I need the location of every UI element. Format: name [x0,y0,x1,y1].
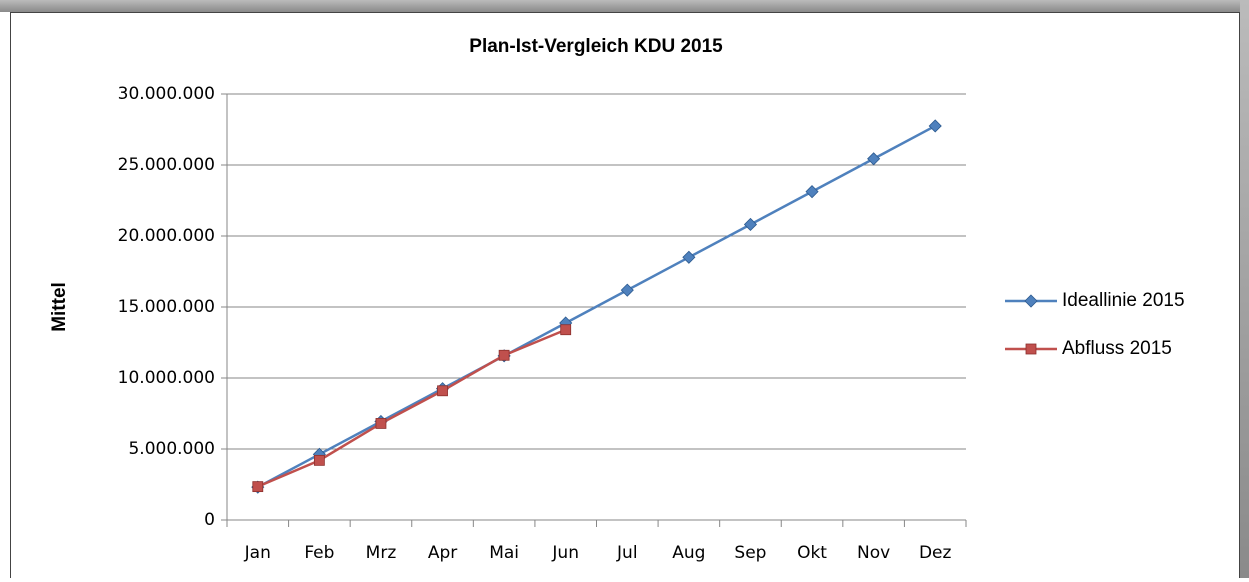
x-tick-label: Apr [428,543,457,563]
chart-title: Plan-Ist-Vergleich KDU 2015 [469,36,723,57]
y-axis-label: Mittel [49,282,70,332]
marker [1025,343,1037,355]
marker [1024,294,1038,308]
marker [620,283,634,297]
chart-frame [10,12,1240,582]
marker [437,385,448,397]
frame-band [0,0,1249,12]
x-tick-label: Aug [672,543,705,563]
marker [375,418,387,429]
x-tick-label: Jun [551,543,579,563]
x-tick-label: Sep [734,543,766,563]
x-tick-label: Dez [919,543,952,563]
y-tick-label: 15.000.000 [118,297,215,317]
y-tick-label: 20.000.000 [118,226,215,246]
y-tick-label: 10.000.000 [118,368,215,388]
marker [313,454,325,466]
legend-label: Ideallinie 2015 [1062,290,1185,311]
x-tick-label: Okt [797,543,827,563]
y-tick-label: 25.000.000 [118,155,215,175]
x-tick-label: Nov [857,543,890,563]
frame-band [1240,0,1249,578]
marker [805,185,819,199]
x-tick-label: Mrz [366,543,397,563]
marker [560,324,572,336]
x-tick-label: Jul [616,543,638,563]
marker [867,152,881,166]
legend-label: Abfluss 2015 [1062,338,1172,359]
x-tick-label: Feb [304,543,334,563]
series-line [257,328,567,488]
marker [498,349,510,361]
x-tick-label: Jan [244,543,271,563]
marker [743,217,758,232]
marker [928,119,942,133]
y-tick-label: 0 [204,510,215,530]
series-line [257,124,936,489]
x-tick-label: Mai [489,543,519,563]
y-tick-label: 30.000.000 [118,84,215,104]
y-tick-label: 5.000.000 [128,439,215,459]
marker [252,481,264,493]
marker [682,250,696,264]
